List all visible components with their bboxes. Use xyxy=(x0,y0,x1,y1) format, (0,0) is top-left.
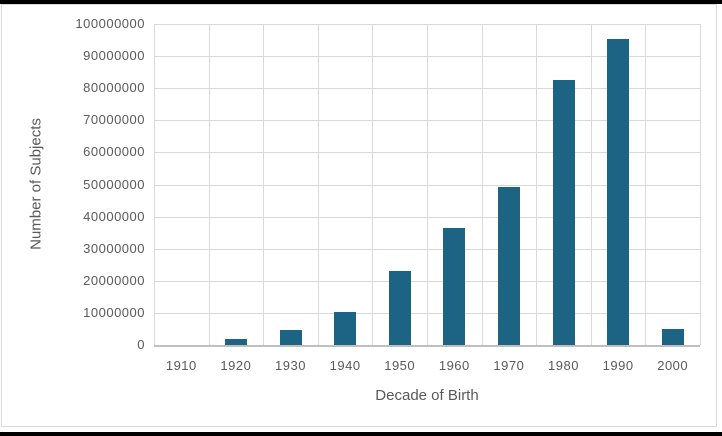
bar-1950 xyxy=(388,271,411,345)
vertical-gridline xyxy=(590,24,592,345)
bar-2000 xyxy=(661,328,684,345)
vertical-gridline xyxy=(372,24,374,345)
x-tick-label: 1970 xyxy=(493,358,525,373)
bar-1970 xyxy=(497,186,520,345)
y-tick-label: 20000000 xyxy=(83,272,145,288)
x-tick-label: 1980 xyxy=(548,358,579,373)
bar-1920 xyxy=(224,338,247,345)
vertical-gridline xyxy=(317,24,319,345)
x-tick-label: 1990 xyxy=(602,358,634,373)
y-tick-label: 10000000 xyxy=(83,304,145,320)
x-axis-title: Decade of Birth xyxy=(375,387,479,404)
vertical-gridline xyxy=(645,24,647,345)
vertical-gridline xyxy=(427,24,428,345)
bar-1980 xyxy=(552,80,575,345)
vertical-gridline xyxy=(208,24,210,345)
x-tick-label: 1930 xyxy=(275,358,306,373)
vertical-gridline xyxy=(481,24,483,345)
y-tick-label: 90000000 xyxy=(83,48,145,64)
top-black-strip xyxy=(0,0,722,4)
vertical-gridline xyxy=(154,24,155,345)
bar-1940 xyxy=(334,311,357,345)
bar-1990 xyxy=(607,38,630,345)
y-tick-label: 70000000 xyxy=(83,112,145,128)
y-tick-label: 30000000 xyxy=(83,240,145,256)
bar-1930 xyxy=(279,329,302,345)
x-tick-label: 1910 xyxy=(165,358,197,373)
y-tick-label: 50000000 xyxy=(83,176,145,192)
x-tick-label: 1960 xyxy=(438,358,470,373)
vertical-gridline xyxy=(536,24,538,345)
vertical-gridline xyxy=(700,24,701,345)
x-axis-line xyxy=(154,345,700,347)
y-tick-label: 0 xyxy=(137,337,145,352)
y-tick-label: 60000000 xyxy=(83,144,145,160)
y-tick-label: 100000000 xyxy=(75,16,145,31)
vertical-gridline xyxy=(263,24,265,345)
x-tick-label: 1920 xyxy=(220,358,252,373)
bottom-black-strip xyxy=(0,432,722,436)
x-tick-label: 2000 xyxy=(657,358,689,373)
chart-panel: Number of Subjects 0 10000000 20000000 3000… xyxy=(1,4,717,427)
y-tick-label: 80000000 xyxy=(83,80,145,96)
bar-1960 xyxy=(443,227,466,345)
y-tick-label: 40000000 xyxy=(83,208,145,224)
x-tick-label: 1940 xyxy=(329,358,361,373)
x-tick-label: 1950 xyxy=(384,358,416,373)
